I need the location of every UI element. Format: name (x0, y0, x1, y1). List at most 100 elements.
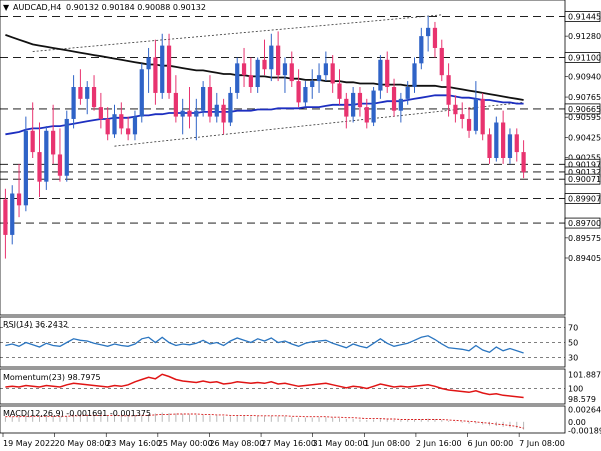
candle-body (30, 130, 35, 153)
candle-body (112, 114, 117, 135)
candle-body (214, 104, 219, 117)
level-label: 0.90197 (568, 160, 601, 169)
level-label-box (564, 11, 601, 23)
candle-body (98, 107, 103, 119)
macd-bar (270, 415, 272, 422)
time-tick-label: 31 May 00:00 (313, 439, 368, 448)
candle-body (303, 87, 308, 103)
macd-bar (482, 421, 484, 425)
macd-bar (189, 414, 190, 422)
level-label: 0.90071 (568, 175, 601, 184)
candle-body (194, 110, 199, 117)
macd-bar (107, 415, 109, 422)
trendlines (32, 14, 524, 147)
candle-body (119, 114, 124, 129)
level-label-box (564, 103, 601, 115)
momentum-panel (0, 368, 566, 405)
macd-bar (291, 417, 293, 422)
macd-bar (93, 414, 95, 422)
trendline (114, 101, 524, 147)
macd-bar (325, 417, 327, 422)
macd-bar (339, 418, 340, 422)
moving-averages (5, 34, 524, 136)
price-tick-label: 0.89405 (568, 254, 601, 263)
macd-bar (195, 414, 197, 422)
level-label: 0.90665 (568, 105, 601, 114)
candle-body (64, 118, 69, 176)
rsi-axis: 70 50 30 (568, 324, 578, 363)
time-tick-label: 2 Jun 16:00 (416, 439, 462, 448)
macd-signal-path (5, 413, 524, 429)
candle-body (139, 69, 144, 117)
level-label: 0.91445 (568, 13, 601, 22)
candles (3, 16, 526, 259)
time-tick-label: 7 Jun 08:00 (519, 439, 565, 448)
rsi-level-label: 50 (568, 339, 578, 348)
candle-body (37, 152, 42, 182)
macd-title: MACD(12,26,9) -0.001691 -0.001375 (3, 409, 151, 418)
ohlc-readout: 0.90132 0.90184 0.90088 0.90132 (66, 3, 206, 12)
candle-body (351, 92, 356, 117)
candle-body (487, 134, 492, 158)
candle-body (10, 193, 15, 235)
candle-body (310, 81, 315, 88)
price-tick-label: 0.90255 (568, 153, 601, 162)
candle-body (57, 154, 63, 176)
macd-bar (454, 421, 456, 423)
macd-bar (284, 416, 286, 422)
candle-body (132, 116, 138, 135)
candle-body (521, 152, 526, 173)
macd-bar (236, 415, 238, 422)
macd-bar (448, 420, 450, 422)
macd-bar (366, 419, 368, 422)
dropdown-arrow-icon[interactable]: ▼ (3, 3, 10, 12)
rsi-levels (0, 327, 565, 358)
macd-bar (114, 415, 115, 422)
candle-body (439, 47, 444, 76)
candle-body (364, 107, 369, 123)
price-tick-label: 0.90940 (568, 72, 601, 81)
macd-bar (516, 421, 518, 429)
macd-bar (277, 416, 279, 422)
momentum-tick-label: 98.579 (568, 395, 596, 404)
candle-body (126, 128, 131, 135)
macd-bar (257, 415, 259, 422)
level-label: 0.91100 (568, 53, 601, 62)
time-tick-label: 19 May 2022 (3, 439, 55, 448)
macd-bar (229, 416, 231, 422)
macd-tick-label: 0.002647 (568, 406, 601, 415)
candle-body (296, 81, 301, 103)
macd-bar (311, 417, 313, 422)
macd-bar (400, 419, 402, 422)
rsi-title: RSI(14) 36.2432 (3, 320, 68, 329)
macd-bar (168, 413, 170, 422)
candle-body (221, 104, 226, 123)
candle-body (412, 63, 417, 88)
macd-bar (182, 413, 184, 422)
macd-bar (134, 415, 136, 422)
rsi-panel (0, 316, 566, 368)
candle-body (514, 134, 519, 153)
candle-body (344, 98, 349, 117)
level-label-box (564, 173, 601, 185)
price-tick-label: 0.91280 (568, 32, 601, 41)
momentum-tick-label: 100 (568, 385, 583, 394)
level-label: 0.89907 (568, 195, 601, 204)
macd-bar (141, 414, 143, 422)
macd-bar (523, 421, 525, 430)
price-tick-label: 0.90425 (568, 133, 601, 142)
candle-body (78, 87, 83, 99)
level-label: 0.90132 (568, 168, 601, 177)
rsi-level-label: 30 (568, 354, 578, 363)
macd-bar (39, 416, 40, 422)
candle-body (494, 122, 499, 158)
time-tick-label: 25 May 00:00 (158, 439, 213, 448)
macd-signal-line (5, 413, 524, 429)
candle-body (241, 63, 247, 76)
macd-axis: 0.002647 0.00-0.001898 (568, 406, 601, 436)
macd-panel (0, 405, 566, 434)
macd-bar (509, 421, 511, 428)
time-tick-label: 26 May 08:00 (209, 439, 264, 448)
macd-bar (25, 415, 27, 422)
macd-bar (359, 419, 361, 422)
